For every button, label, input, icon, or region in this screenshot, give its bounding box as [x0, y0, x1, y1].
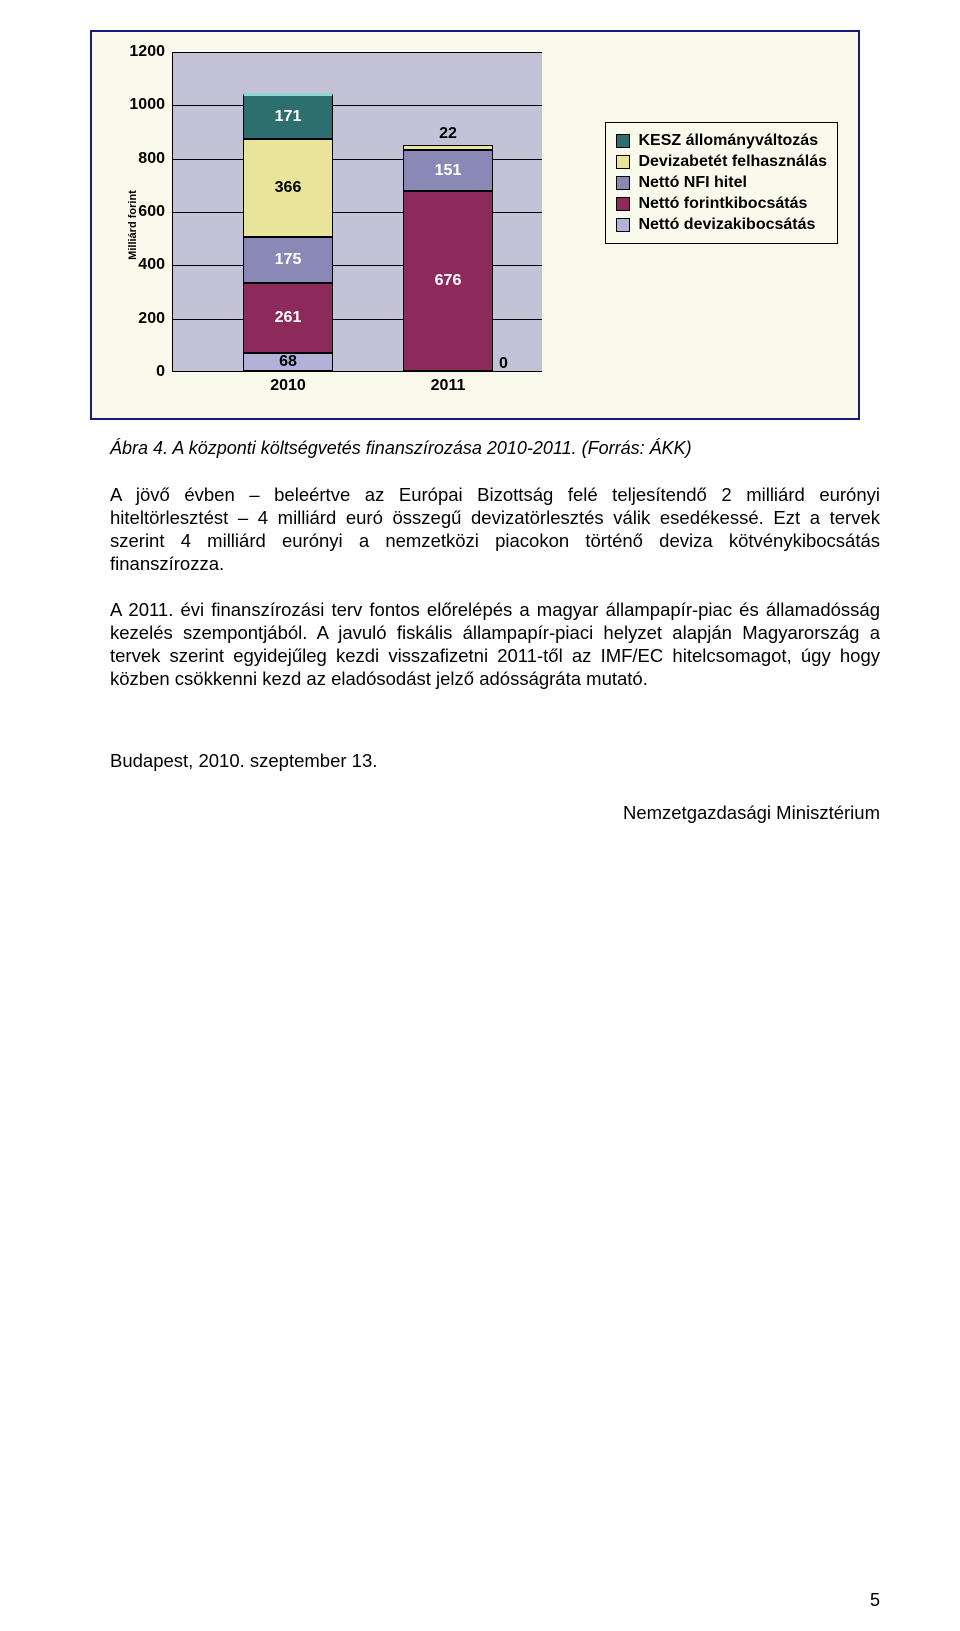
bar-value-label: 0	[499, 355, 508, 373]
legend-swatch	[616, 218, 630, 232]
y-tick-label: 600	[138, 203, 165, 221]
legend-swatch	[616, 176, 630, 190]
legend-label: Devizabetét felhasználás	[638, 153, 827, 171]
legend-item: Nettó devizakibocsátás	[616, 216, 827, 234]
legend-label: Nettó devizakibocsátás	[638, 216, 815, 234]
chart-legend: KESZ állományváltozás Devizabetét felhasz…	[605, 122, 838, 244]
y-tick-label: 1000	[129, 96, 165, 114]
y-tick-label: 400	[138, 256, 165, 274]
bar-segment	[403, 145, 493, 151]
chart-caption: Ábra 4. A központi költségvetés finanszí…	[110, 438, 880, 459]
bar-segment: 151	[403, 150, 493, 190]
bar-value-label: 22	[403, 125, 493, 143]
legend-item: Nettó forintkibocsátás	[616, 195, 827, 213]
page-number: 5	[870, 1590, 880, 1611]
signature-block: Budapest, 2010. szeptember 13. Nemzetgaz…	[110, 750, 880, 824]
legend-item: KESZ állományváltozás	[616, 132, 827, 150]
x-tick-label: 2011	[431, 377, 466, 395]
legend-swatch	[616, 197, 630, 211]
bar-segment: 171	[243, 93, 333, 139]
y-tick-label: 1200	[129, 43, 165, 61]
bar-value-label: 676	[404, 272, 492, 290]
bar-value-label: 151	[404, 162, 492, 180]
bar-segment: 261	[243, 283, 333, 353]
bar-segment: 175	[243, 237, 333, 284]
y-tick-label: 800	[138, 150, 165, 168]
y-tick-label: 0	[156, 363, 165, 381]
legend-item: Nettó NFI hitel	[616, 174, 827, 192]
bar-segment: 676	[403, 191, 493, 371]
bar-value-label: 366	[244, 179, 332, 197]
bar-value-label: 261	[244, 309, 332, 327]
signature-org: Nemzetgazdasági Minisztérium	[110, 802, 880, 824]
plot-area: 0200400600800100012006826117536617120100…	[172, 52, 542, 372]
legend-label: Nettó NFI hitel	[638, 174, 746, 192]
bar-value-label: 175	[244, 251, 332, 269]
y-tick-label: 200	[138, 310, 165, 328]
legend-label: KESZ állományváltozás	[638, 132, 818, 150]
financing-chart: Milliárd forint 0 200 400 600 800 1000 1200 68 2…	[90, 30, 860, 420]
legend-item: Devizabetét felhasználás	[616, 153, 827, 171]
bar-segment: 366	[243, 139, 333, 237]
bar-segment: 68	[243, 353, 333, 371]
paragraph-1: A jövő évben – beleértve az Európai Bizo…	[110, 483, 880, 576]
legend-label: Nettó forintkibocsátás	[638, 195, 807, 213]
x-tick-label: 2010	[270, 377, 306, 395]
legend-swatch	[616, 134, 630, 148]
bar-value-label: 171	[244, 108, 332, 126]
bar-value-label: 68	[244, 353, 332, 371]
legend-swatch	[616, 155, 630, 169]
signature-place-date: Budapest, 2010. szeptember 13.	[110, 750, 880, 772]
y-axis-title: Milliárd forint	[127, 190, 139, 260]
paragraph-2: A 2011. évi finanszírozási terv fontos e…	[110, 598, 880, 691]
